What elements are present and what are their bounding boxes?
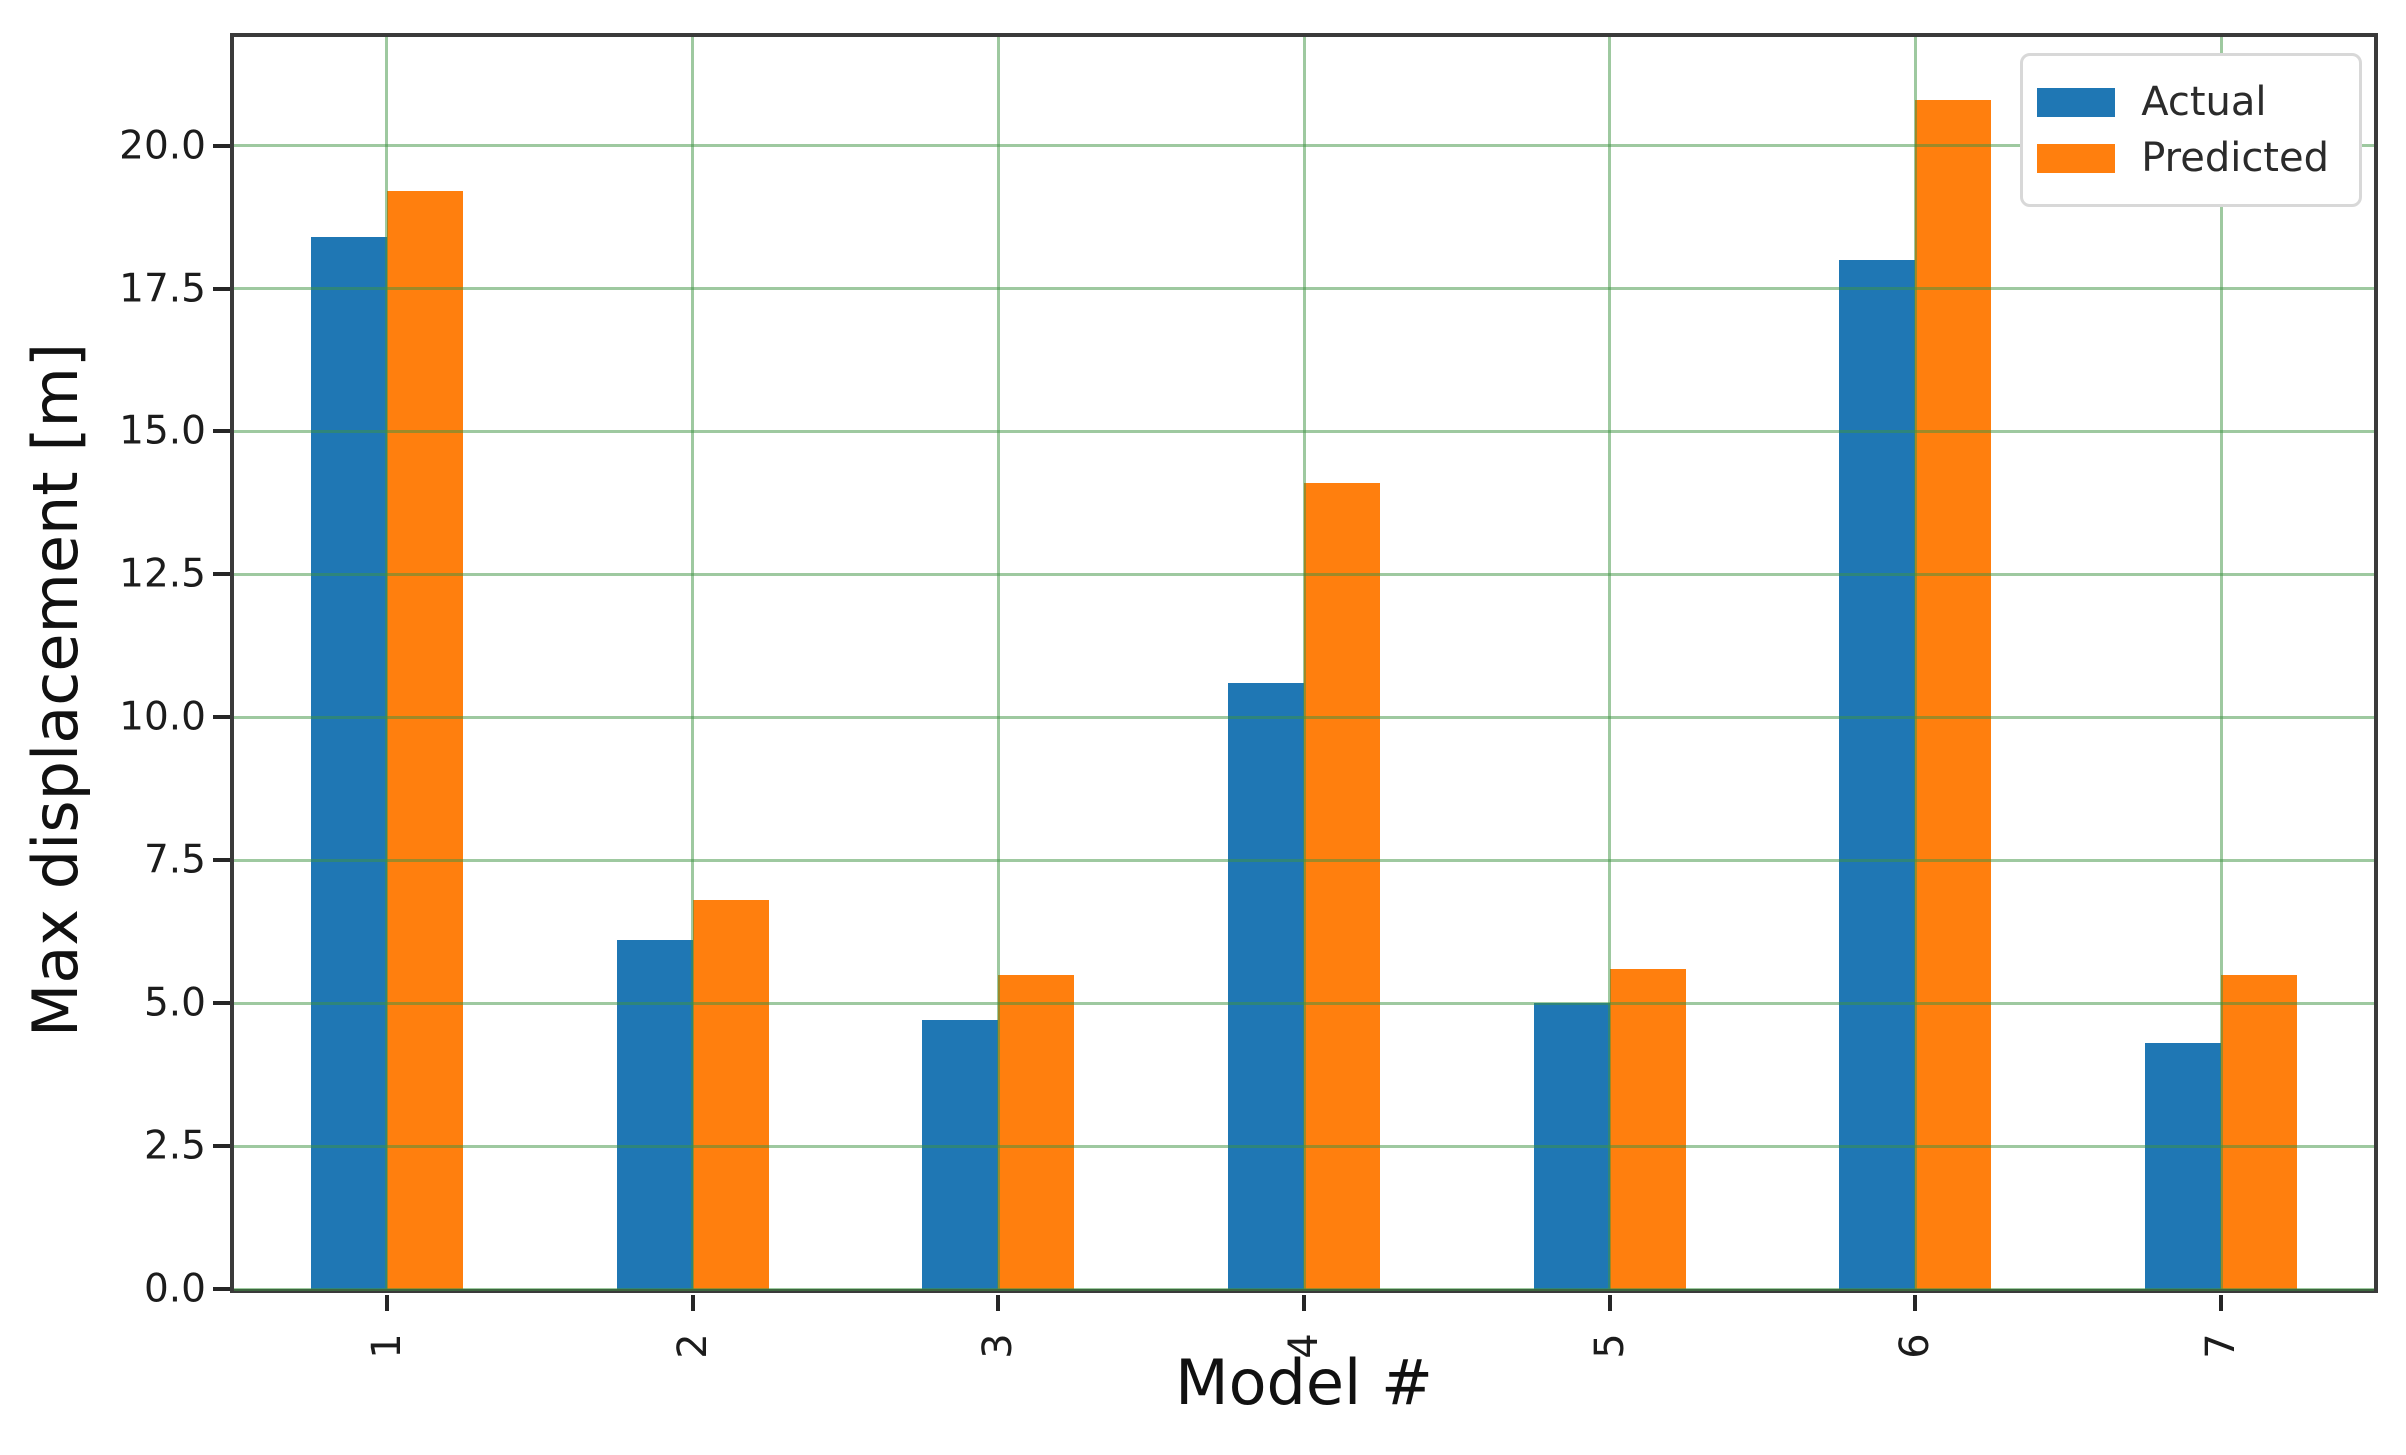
y-tick-mark bbox=[213, 572, 230, 577]
x-axis-title: Model # bbox=[1175, 1346, 1433, 1419]
bar-predicted-model-7 bbox=[2221, 974, 2298, 1289]
x-tick-mark bbox=[690, 1295, 695, 1311]
bar-actual-model-4 bbox=[1228, 683, 1304, 1289]
x-tick-label-7: 7 bbox=[2198, 1333, 2245, 1359]
predicted-series-swatch bbox=[2037, 143, 2116, 173]
y-tick-label: 0.0 bbox=[143, 1266, 206, 1312]
bar-actual-model-6 bbox=[1839, 259, 1916, 1289]
y-tick-label: 17.5 bbox=[119, 266, 206, 312]
x-tick-label-6: 6 bbox=[1892, 1333, 1939, 1359]
legend-item-predicted: Predicted bbox=[2037, 134, 2329, 182]
y-tick-label: 12.5 bbox=[119, 551, 206, 597]
bars-layer bbox=[234, 37, 2374, 1289]
y-tick-mark bbox=[213, 715, 230, 720]
legend-item-actual: Actual bbox=[2037, 78, 2329, 126]
y-tick-label: 2.5 bbox=[143, 1123, 206, 1169]
y-tick-label: 10.0 bbox=[119, 694, 206, 740]
x-tick-label-5: 5 bbox=[1586, 1333, 1633, 1359]
y-tick-mark bbox=[213, 1287, 230, 1291]
bar-actual-model-7 bbox=[2145, 1043, 2222, 1289]
y-tick-mark bbox=[213, 143, 230, 148]
y-tick-label: 15.0 bbox=[119, 408, 206, 454]
y-tick-mark bbox=[213, 1144, 230, 1149]
bar-actual-model-1 bbox=[310, 237, 387, 1289]
y-tick-mark bbox=[213, 286, 230, 291]
bar-predicted-model-3 bbox=[998, 974, 1075, 1289]
y-tick-mark bbox=[213, 1001, 230, 1006]
x-tick-label-1: 1 bbox=[363, 1333, 410, 1359]
x-tick-mark bbox=[1302, 1295, 1306, 1311]
y-tick-label: 20.0 bbox=[119, 123, 206, 169]
bar-actual-model-5 bbox=[1533, 1003, 1610, 1289]
x-tick-mark bbox=[996, 1295, 1001, 1311]
bar-predicted-model-6 bbox=[1915, 99, 1992, 1289]
actual-series-swatch bbox=[2037, 87, 2116, 117]
x-tick-label-3: 3 bbox=[975, 1333, 1022, 1359]
legend-label: Predicted bbox=[2141, 135, 2329, 181]
x-tick-mark bbox=[1607, 1295, 1612, 1311]
x-tick-mark bbox=[2219, 1295, 2224, 1311]
x-tick-label-2: 2 bbox=[669, 1333, 716, 1359]
bar-predicted-model-1 bbox=[386, 191, 463, 1289]
x-tick-mark bbox=[1913, 1295, 1918, 1311]
x-tick-mark bbox=[384, 1295, 389, 1311]
y-tick-mark bbox=[213, 429, 230, 434]
bar-actual-model-2 bbox=[616, 940, 693, 1289]
y-tick-label: 5.0 bbox=[143, 980, 206, 1026]
bar-predicted-model-2 bbox=[692, 900, 769, 1289]
bar-predicted-model-5 bbox=[1609, 968, 1686, 1289]
bar-actual-model-3 bbox=[922, 1020, 999, 1289]
plot-area: Actual Predicted bbox=[230, 33, 2378, 1293]
legend: Actual Predicted bbox=[2020, 53, 2362, 207]
y-tick-mark bbox=[213, 858, 230, 863]
bar-predicted-model-4 bbox=[1304, 482, 1380, 1289]
y-tick-label: 7.5 bbox=[143, 837, 206, 883]
x-tick-label-4: 4 bbox=[1281, 1333, 1327, 1359]
legend-label: Actual bbox=[2141, 79, 2267, 125]
